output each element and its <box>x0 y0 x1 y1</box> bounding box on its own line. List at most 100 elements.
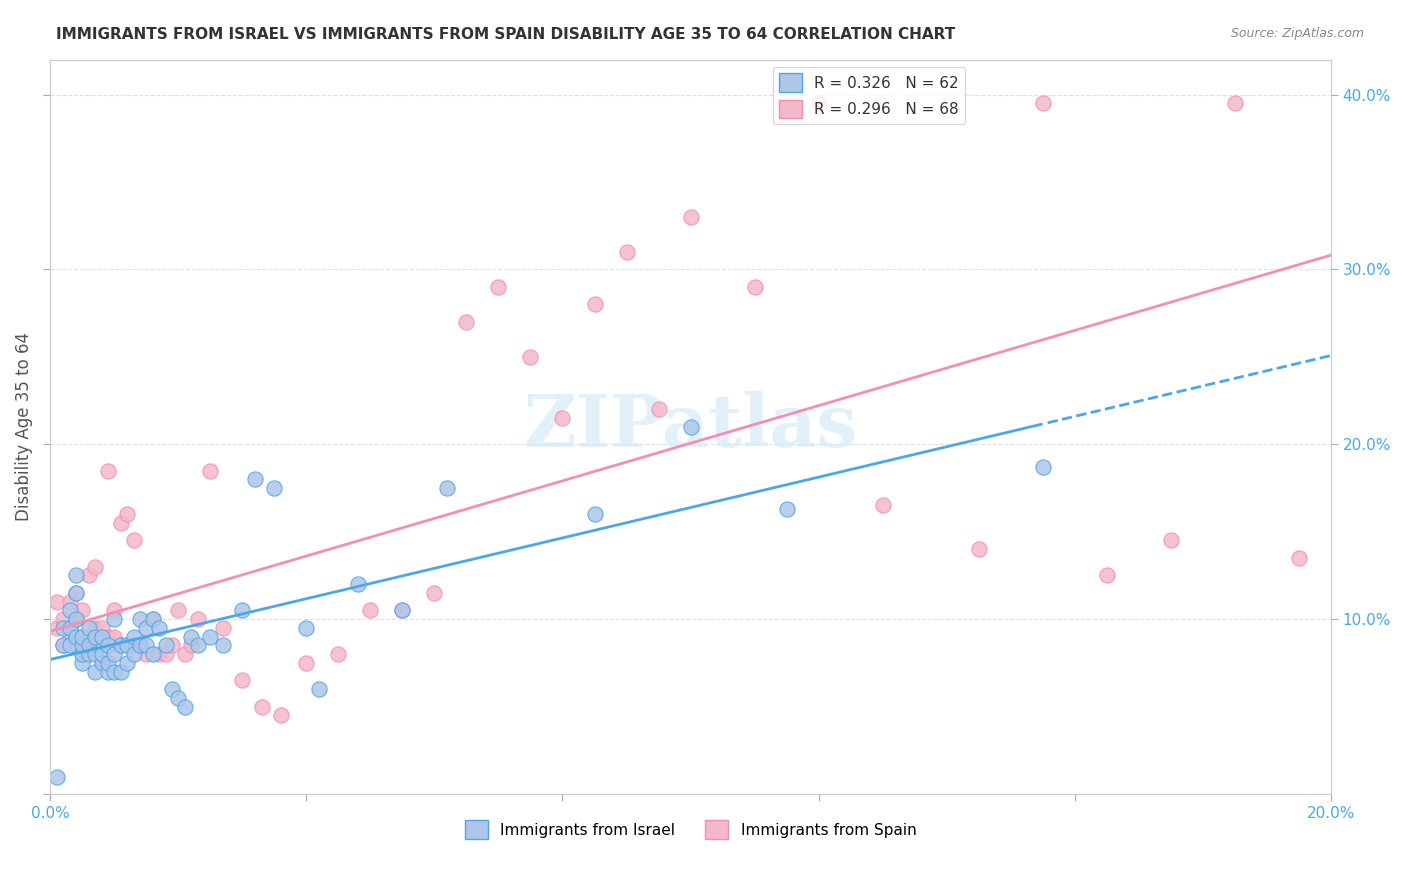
Point <box>58 595 80 609</box>
Point <box>52 639 75 653</box>
Point <box>173 699 195 714</box>
Point <box>142 612 165 626</box>
Point <box>679 419 702 434</box>
Point <box>65 630 87 644</box>
Point <box>391 603 413 617</box>
Point <box>72 639 94 653</box>
Point <box>77 639 100 653</box>
Point <box>90 656 112 670</box>
Point <box>84 665 107 679</box>
Point <box>65 630 87 644</box>
Point <box>97 630 120 644</box>
Legend: Immigrants from Israel, Immigrants from Spain: Immigrants from Israel, Immigrants from … <box>458 814 922 845</box>
Point <box>122 630 145 644</box>
Point <box>45 595 67 609</box>
Point <box>135 647 157 661</box>
Point <box>295 656 318 670</box>
Point <box>45 770 67 784</box>
Point <box>551 411 574 425</box>
Point <box>72 647 94 661</box>
Point <box>647 402 669 417</box>
Point <box>97 639 120 653</box>
Point <box>135 639 157 653</box>
Point <box>65 586 87 600</box>
Point <box>77 639 100 653</box>
Point <box>583 507 606 521</box>
Point <box>84 621 107 635</box>
Point <box>135 621 157 635</box>
Point <box>807 96 830 111</box>
Point <box>103 665 125 679</box>
Point <box>1032 460 1054 475</box>
Point <box>173 647 195 661</box>
Point <box>263 481 285 495</box>
Point <box>90 621 112 635</box>
Point <box>65 639 87 653</box>
Point <box>52 612 75 626</box>
Point <box>65 612 87 626</box>
Point <box>872 499 894 513</box>
Point <box>97 656 120 670</box>
Point <box>129 639 152 653</box>
Point <box>65 612 87 626</box>
Point <box>967 542 990 557</box>
Point <box>200 463 222 477</box>
Point <box>115 656 138 670</box>
Point <box>84 630 107 644</box>
Point <box>212 621 235 635</box>
Point <box>77 621 100 635</box>
Point <box>52 621 75 635</box>
Point <box>250 699 273 714</box>
Point <box>187 639 209 653</box>
Point <box>90 630 112 644</box>
Point <box>110 516 132 530</box>
Point <box>1160 533 1182 548</box>
Point <box>115 639 138 653</box>
Point <box>84 559 107 574</box>
Point <box>1288 551 1310 566</box>
Point <box>142 612 165 626</box>
Point <box>212 639 235 653</box>
Point <box>110 665 132 679</box>
Point <box>231 673 253 688</box>
Point <box>115 507 138 521</box>
Point <box>359 603 381 617</box>
Point <box>45 621 67 635</box>
Point <box>160 682 183 697</box>
Point <box>1032 96 1054 111</box>
Point <box>72 603 94 617</box>
Point <box>583 297 606 311</box>
Point <box>180 639 202 653</box>
Point <box>679 210 702 224</box>
Point <box>155 647 177 661</box>
Point <box>122 647 145 661</box>
Point <box>90 656 112 670</box>
Point <box>58 630 80 644</box>
Point <box>436 481 458 495</box>
Point <box>103 612 125 626</box>
Point <box>295 621 318 635</box>
Point <box>58 621 80 635</box>
Point <box>103 630 125 644</box>
Point <box>328 647 350 661</box>
Point <box>103 647 125 661</box>
Point <box>72 630 94 644</box>
Point <box>187 612 209 626</box>
Point <box>148 647 170 661</box>
Point <box>167 603 190 617</box>
Point <box>52 639 75 653</box>
Point <box>148 621 170 635</box>
Text: Source: ZipAtlas.com: Source: ZipAtlas.com <box>1230 27 1364 40</box>
Point <box>122 533 145 548</box>
Point <box>1223 96 1246 111</box>
Point <box>346 577 368 591</box>
Point <box>122 639 145 653</box>
Point <box>84 647 107 661</box>
Point <box>103 603 125 617</box>
Point <box>142 647 165 661</box>
Point <box>65 568 87 582</box>
Point <box>270 708 292 723</box>
Point <box>775 502 797 516</box>
Point <box>90 647 112 661</box>
Point <box>231 603 253 617</box>
